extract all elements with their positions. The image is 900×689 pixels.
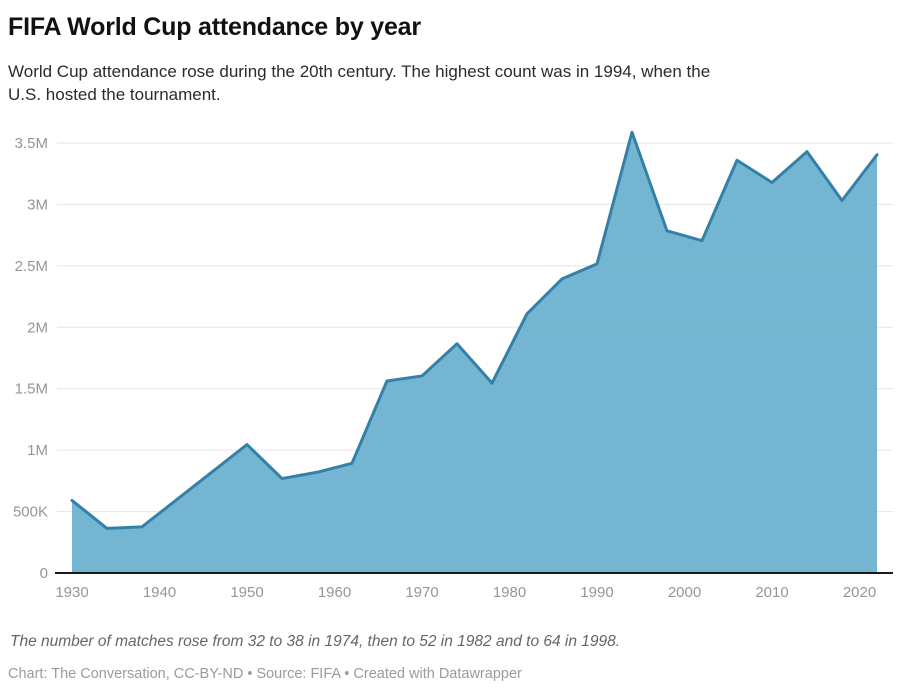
svg-text:1970: 1970	[405, 584, 438, 601]
svg-text:1.5M: 1.5M	[15, 381, 48, 398]
svg-text:1960: 1960	[318, 584, 351, 601]
svg-text:500K: 500K	[13, 504, 48, 521]
svg-text:2M: 2M	[27, 319, 48, 336]
chart-subtitle-line-2: U.S. hosted the tournament.	[8, 85, 221, 104]
svg-text:1M: 1M	[27, 442, 48, 459]
svg-text:0: 0	[40, 565, 48, 582]
chart-subtitle-line-1: World Cup attendance rose during the 20t…	[8, 62, 711, 81]
svg-text:1980: 1980	[493, 584, 526, 601]
attendance-area-fill	[72, 132, 877, 573]
x-axis-labels: 1930 1940 1950 1960 1970 1980 1990 2000 2010 2020	[55, 584, 876, 601]
svg-text:2020: 2020	[843, 584, 876, 601]
svg-text:2010: 2010	[755, 584, 788, 601]
svg-text:3.5M: 3.5M	[15, 135, 48, 152]
chart-footnote: The number of matches rose from 32 to 38…	[10, 633, 621, 650]
svg-text:1930: 1930	[55, 584, 88, 601]
chart-title: FIFA World Cup attendance by year	[8, 13, 421, 41]
y-axis-labels: 0 500K 1M 1.5M 2M 2.5M 3M 3.5M	[13, 135, 48, 582]
chart-subtitle: World Cup attendance rose during the 20t…	[8, 60, 888, 106]
chart-credit-line: Chart: The Conversation, CC-BY-ND • Sour…	[8, 666, 522, 682]
svg-text:1990: 1990	[580, 584, 613, 601]
chart-plot-area: 0 500K 1M 1.5M 2M 2.5M 3M 3.5M 1930 1940 1950 1960 1…	[0, 120, 900, 625]
svg-text:1950: 1950	[230, 584, 263, 601]
svg-text:2.5M: 2.5M	[15, 258, 48, 275]
svg-text:3M: 3M	[27, 196, 48, 213]
svg-text:2000: 2000	[668, 584, 701, 601]
svg-text:1940: 1940	[143, 584, 176, 601]
attendance-line	[70, 130, 879, 530]
